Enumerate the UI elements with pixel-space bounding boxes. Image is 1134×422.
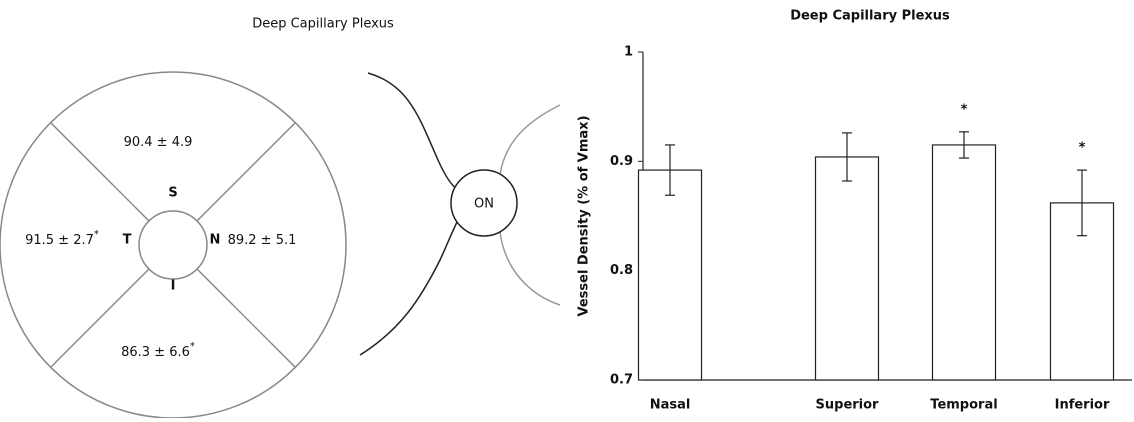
significance-mark: * xyxy=(961,102,968,117)
vessel xyxy=(367,72,459,191)
sector-value-text: 89.2 ± 5.1 xyxy=(228,233,297,248)
sector-letter: T xyxy=(123,233,132,248)
optic-nerve-label: ON xyxy=(474,197,494,212)
vessel xyxy=(359,219,459,356)
bar xyxy=(637,169,703,381)
inner-circle xyxy=(138,210,208,280)
x-tick-label: Inferior xyxy=(1055,398,1110,413)
sector-value: 90.4 ± 4.9 xyxy=(124,135,193,150)
x-tick-label: Nasal xyxy=(650,398,691,413)
retina-diagram xyxy=(0,71,561,419)
error-bar xyxy=(665,144,675,196)
sector-value: 86.3 ± 6.6* xyxy=(121,341,195,360)
divider xyxy=(196,122,296,222)
chart-title: Deep Capillary Plexus xyxy=(790,9,950,24)
divider xyxy=(50,268,150,368)
optic-nerve xyxy=(450,169,518,237)
significance-mark: * xyxy=(1079,141,1086,156)
significance-mark: * xyxy=(190,341,195,352)
error-bar xyxy=(1077,169,1087,237)
sector-letter: S xyxy=(168,186,177,201)
x-tick-label: Temporal xyxy=(930,398,997,413)
y-axis-label: Vessel Density (% of Vmax) xyxy=(577,115,592,316)
bar xyxy=(814,156,880,381)
diagram-title: Deep Capillary Plexus xyxy=(252,17,394,32)
error-bar xyxy=(842,132,852,182)
y-tick-label: 0.9 xyxy=(610,154,633,169)
divider xyxy=(196,268,296,368)
y-tick-label: 0.7 xyxy=(610,373,633,388)
sector-value-text: 90.4 ± 4.9 xyxy=(124,135,193,150)
sector-value-text: 91.5 ± 2.7 xyxy=(25,233,94,248)
sector-value: 91.5 ± 2.7* xyxy=(25,229,99,248)
divider xyxy=(50,122,150,222)
significance-mark: * xyxy=(94,229,99,240)
y-tick-label: 0.8 xyxy=(610,263,633,278)
sector-letter: N xyxy=(210,233,221,248)
vessel xyxy=(499,231,561,306)
sector-value: 89.2 ± 5.1 xyxy=(228,233,297,248)
vessel xyxy=(499,104,561,176)
error-bar xyxy=(959,131,969,159)
y-tick-label: 1 xyxy=(624,45,633,60)
bar xyxy=(931,144,997,381)
sector-value-text: 86.3 ± 6.6 xyxy=(121,345,190,360)
x-tick-label: Superior xyxy=(816,398,880,413)
sector-letter: I xyxy=(171,279,176,294)
